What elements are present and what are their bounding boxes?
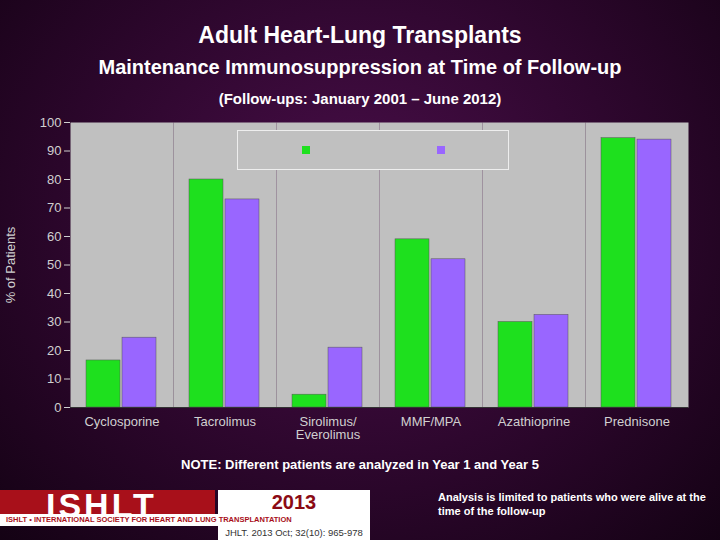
html-text:2013: 2013 bbox=[271, 491, 317, 513]
html-text:Maintenance Immunosuppression: Maintenance Immunosuppression at Time of… bbox=[98, 56, 622, 78]
svg-text:20: 20 bbox=[47, 343, 61, 358]
html-text:(Follow-ups: January 2001 – Ju: (Follow-ups: January 2001 – June 2012) bbox=[218, 90, 502, 107]
svg-text:70: 70 bbox=[47, 200, 61, 215]
svg-text:10: 10 bbox=[47, 371, 61, 386]
html-text:Analysis is limited to patient: Analysis is limited to patients who were… bbox=[438, 491, 706, 517]
svg-text:Tacrolimus: Tacrolimus bbox=[194, 414, 257, 429]
html-text:NOTE: Different patients are a: NOTE: Different patients are analyzed in… bbox=[181, 457, 539, 472]
html-text:ISHLT • INTERNATIONAL SOCIETY: ISHLT • INTERNATIONAL SOCIETY FOR HEART … bbox=[6, 515, 292, 524]
svg-text:Sirolimus/Everolimus: Sirolimus/Everolimus bbox=[296, 414, 361, 442]
svg-text:100: 100 bbox=[40, 115, 62, 130]
svg-text:80: 80 bbox=[47, 172, 61, 187]
svg-text:Cyclosporine: Cyclosporine bbox=[84, 414, 159, 429]
svg-text:50: 50 bbox=[47, 257, 61, 272]
svg-text:30: 30 bbox=[47, 314, 61, 329]
html-text:Adult Heart-Lung Transplants: Adult Heart-Lung Transplants bbox=[198, 22, 522, 48]
svg-text:% of Patients: % of Patients bbox=[3, 226, 18, 303]
svg-text:90: 90 bbox=[47, 143, 61, 158]
svg-text:0: 0 bbox=[54, 400, 61, 415]
svg-text:Azathioprine: Azathioprine bbox=[498, 414, 570, 429]
svg-text:40: 40 bbox=[47, 286, 61, 301]
svg-text:60: 60 bbox=[47, 229, 61, 244]
html-text:JHLT. 2013 Oct; 32(10): 965-97: JHLT. 2013 Oct; 32(10): 965-978 bbox=[225, 527, 363, 538]
svg-text:Prednisone: Prednisone bbox=[604, 414, 670, 429]
svg-text:MMF/MPA: MMF/MPA bbox=[401, 414, 462, 429]
